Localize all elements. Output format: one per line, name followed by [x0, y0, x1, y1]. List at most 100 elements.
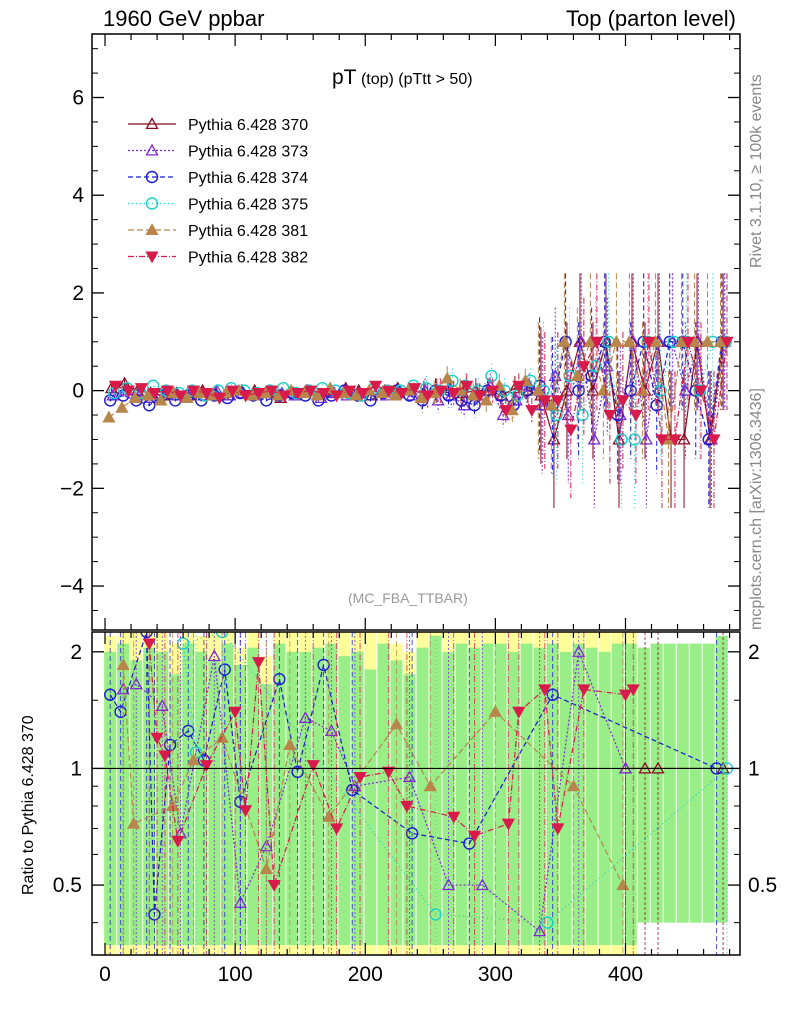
main-point: [460, 380, 474, 393]
main-point: [551, 395, 565, 408]
ratio-point: [353, 772, 367, 784]
legend: Pythia 6.428 370 Pythia 6.428 373 Pythia 6…: [128, 117, 308, 267]
main-point: [290, 388, 305, 400]
ratio-point: [551, 823, 565, 836]
ratio-point: [116, 658, 130, 670]
ratio-point: [577, 684, 591, 697]
ratio-point: [546, 688, 559, 701]
ratio-y-tick-label: 2: [70, 641, 82, 664]
main-series-line-3: [113, 339, 726, 441]
ratio-x-tick-label: 400: [608, 963, 643, 986]
main-point: [369, 380, 383, 393]
ratio-point: [467, 830, 482, 843]
band-bar-inner: [390, 660, 403, 946]
main-point: [629, 409, 643, 422]
ratio-point: [182, 724, 195, 738]
ratio-point: [475, 878, 489, 891]
main-point: [622, 334, 637, 347]
band-bar-inner: [572, 643, 585, 946]
ratio-y-tick-label-right: 1: [748, 757, 760, 780]
ratio-point: [228, 706, 242, 719]
ratio-y-tick-label: 1: [70, 757, 82, 780]
ratio-point: [447, 811, 461, 824]
ratio-series-line-5: [148, 643, 634, 886]
main-point: [694, 385, 708, 398]
band-bar-inner: [507, 651, 520, 946]
ratio-point: [512, 706, 526, 719]
band-bar-inner: [247, 647, 260, 946]
band-bar-inner: [676, 643, 689, 923]
main-point: [147, 388, 162, 400]
ratio-point: [501, 818, 515, 831]
band-bar-inner: [312, 647, 325, 946]
legend-marker: [145, 170, 159, 184]
main-point: [564, 424, 578, 437]
ratio-point: [218, 663, 231, 676]
main-point: [134, 383, 149, 396]
ratio-series-line-2: [109, 632, 717, 915]
main-point: [115, 400, 129, 413]
main-point: [590, 336, 604, 349]
main-point: [609, 334, 623, 347]
main-point: [238, 390, 253, 403]
ratio-point: [140, 632, 153, 639]
legend-marker: [145, 197, 159, 210]
main-point: [141, 388, 155, 401]
main-y-tick-label: 6: [72, 87, 84, 110]
main-plot-frame: [91, 33, 741, 631]
band-bar-inner: [377, 643, 390, 946]
main-y-tick-label: −2: [60, 477, 84, 500]
main-point: [434, 385, 448, 398]
ratio-point: [541, 916, 554, 929]
plot-title: pT (top) (pTtt > 50): [332, 66, 473, 90]
main-point: [104, 394, 117, 407]
main-point: [639, 432, 653, 445]
main-series-group: [102, 273, 734, 508]
ratio-point: [186, 753, 201, 766]
band-bar-inner: [689, 643, 702, 923]
main-point: [330, 390, 344, 403]
main-point: [431, 393, 445, 406]
ratio-point: [538, 684, 552, 697]
main-point: [615, 433, 628, 446]
main-point: [180, 391, 194, 404]
main-point: [486, 385, 500, 398]
main-point: [544, 398, 558, 411]
ratio-y-tick-label-right: 2: [748, 641, 760, 664]
main-point: [512, 380, 526, 393]
main-point: [154, 393, 168, 406]
ratio-point: [572, 644, 586, 657]
band-bar-inner: [520, 643, 533, 946]
band-bar-inner: [364, 669, 377, 946]
ratio-point: [533, 924, 547, 937]
legend-marker: [145, 117, 159, 130]
main-point: [395, 388, 409, 400]
legend-label: Pythia 6.428 373: [188, 144, 308, 161]
main-point: [668, 434, 682, 447]
ratio-point: [129, 677, 143, 690]
legend-marker: [145, 251, 159, 264]
main-y-tick-label: 4: [72, 184, 84, 207]
legend-label: Pythia 6.428 375: [188, 197, 308, 214]
main-point: [570, 369, 584, 382]
band-bar-inner: [338, 656, 351, 946]
main-point: [160, 385, 175, 398]
main-point: [199, 388, 214, 400]
main-point: [277, 390, 292, 403]
main-point: [499, 405, 513, 418]
band-bar-inner: [702, 643, 715, 923]
ratio-y-tick-label: 0.5: [53, 874, 82, 897]
main-point: [121, 385, 136, 398]
band-bar-inner: [559, 651, 572, 946]
main-point: [382, 385, 396, 398]
band-bar-inner: [468, 647, 481, 946]
main-point: [251, 388, 266, 400]
main-point: [473, 390, 487, 403]
ratio-point: [207, 649, 221, 662]
main-point: [375, 386, 389, 399]
main-point: [186, 385, 201, 398]
main-point: [485, 369, 498, 383]
main-point: [655, 434, 669, 447]
band-bar-inner: [598, 651, 611, 946]
main-point: [264, 385, 279, 398]
